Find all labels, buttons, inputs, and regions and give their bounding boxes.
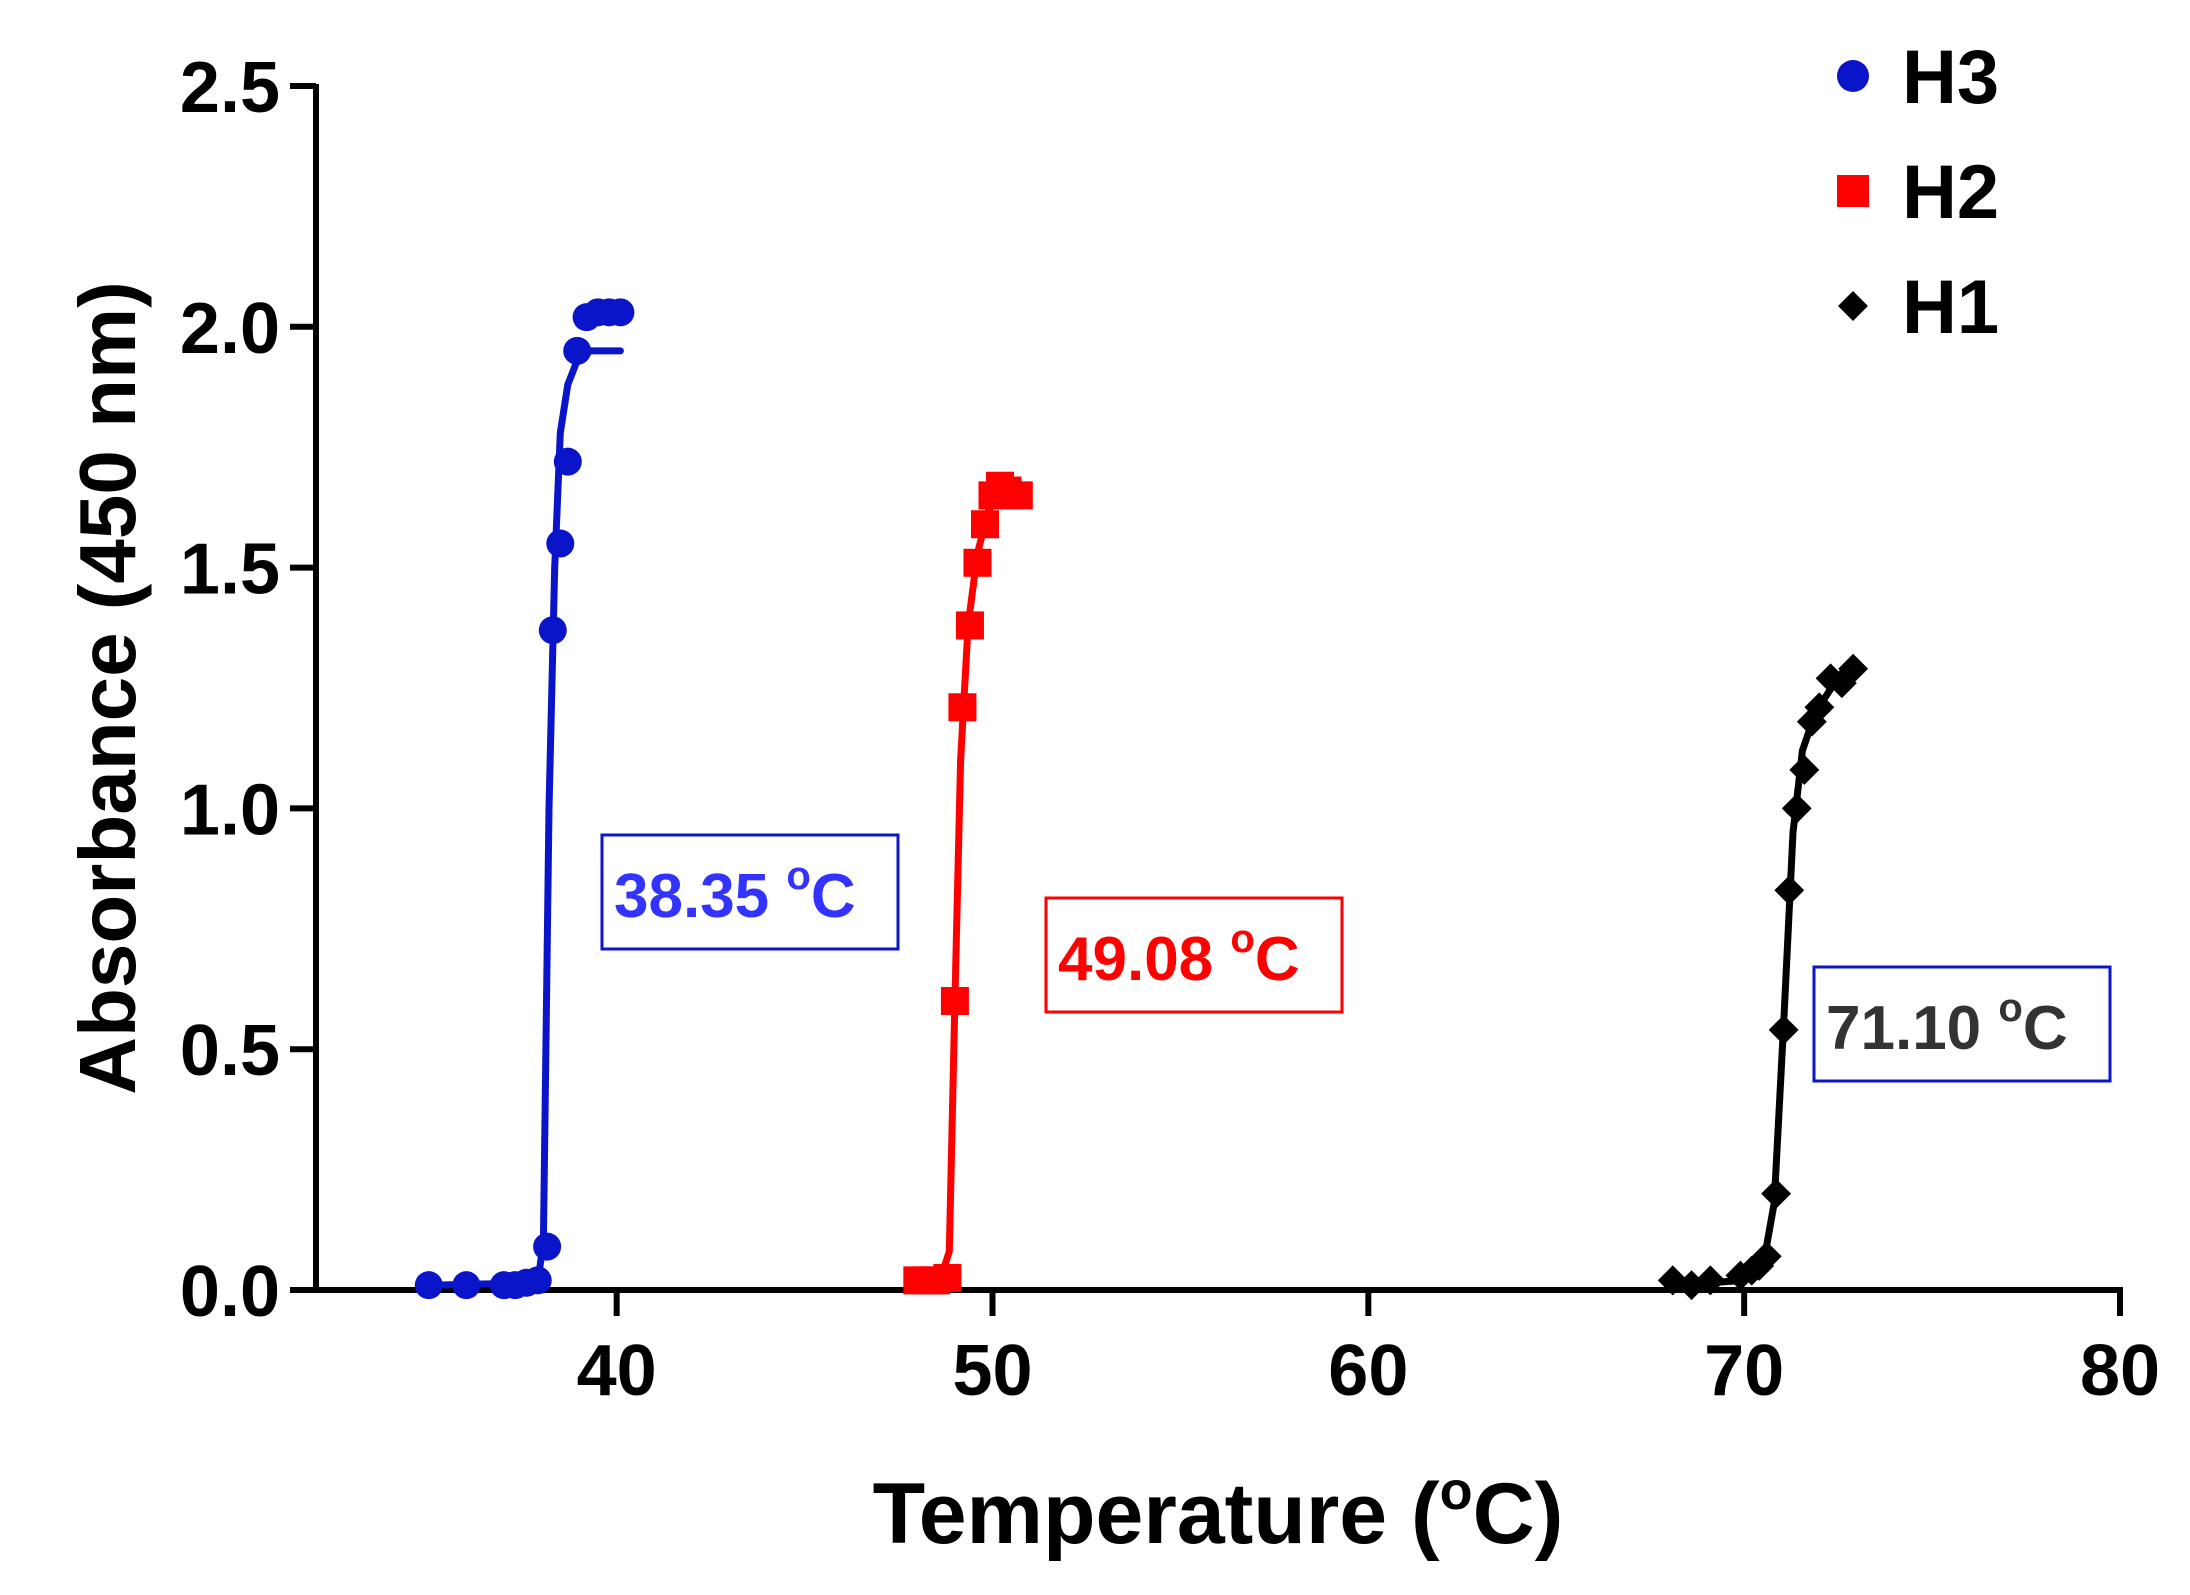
x-axis-label-unit: C) — [1473, 1466, 1564, 1562]
midpoint-label-h3: 38.35 oC — [600, 833, 900, 951]
data-point — [1744, 1250, 1775, 1281]
data-point — [1838, 653, 1869, 684]
data-point — [1789, 754, 1820, 785]
data-point — [452, 1271, 481, 1300]
x-tick-label: 80 — [2080, 1331, 2160, 1411]
y-tick-label: 0.0 — [180, 1252, 280, 1332]
x-tick-label: 70 — [1704, 1331, 1784, 1411]
series-h2 — [903, 471, 1033, 1295]
series-h3 — [414, 298, 635, 1300]
data-point — [1657, 1265, 1688, 1296]
midpoint-degree: o — [786, 854, 810, 898]
data-point — [1826, 668, 1857, 699]
legend-label: H1 — [1902, 265, 1999, 350]
y-tick-label: 1.0 — [180, 770, 280, 850]
data-point — [1751, 1241, 1782, 1272]
x-axis-label: Temperature (oC) — [873, 1461, 1564, 1562]
y-tick-label: 0.5 — [180, 1011, 280, 1091]
legend-marker — [1838, 291, 1868, 321]
data-point — [1004, 481, 1033, 510]
midpoint-label-h1: 71.10 oC — [1812, 965, 2112, 1083]
data-point — [553, 447, 582, 476]
y-tick-label: 2.5 — [180, 48, 280, 128]
data-point — [933, 1263, 962, 1292]
midpoint-value: 71.10 — [1826, 994, 1998, 1063]
legend-label: H3 — [1902, 35, 1999, 120]
legend-item-h3: H3 — [1837, 35, 1999, 120]
midpoint-value: 49.08 — [1058, 925, 1230, 994]
data-point — [1796, 706, 1827, 737]
data-point — [533, 1232, 562, 1261]
data-point — [606, 298, 635, 327]
data-point — [563, 336, 592, 365]
midpoint-value: 38.35 — [614, 862, 786, 931]
midpoint-text: 38.35 oC — [614, 854, 856, 931]
data-point — [1815, 663, 1846, 694]
data-point — [940, 987, 969, 1016]
x-tick-label: 60 — [1328, 1331, 1408, 1411]
midpoint-box — [600, 833, 900, 951]
midpoint-unit: C — [2023, 994, 2068, 1063]
fit-curves — [425, 347, 1857, 1289]
data-point — [1781, 793, 1812, 824]
midpoint-unit: C — [811, 862, 856, 931]
data-points — [414, 298, 1869, 1301]
legend-item-h1: H1 — [1838, 265, 1999, 350]
fit-curve-h3 — [425, 347, 624, 1289]
midpoint-degree: o — [1230, 917, 1254, 961]
x-tick-label: 40 — [577, 1331, 657, 1411]
legend-label: H2 — [1902, 150, 1999, 235]
data-point — [538, 616, 567, 645]
data-point — [1774, 875, 1805, 906]
data-point — [1804, 692, 1835, 723]
midpoint-text: 71.10 oC — [1826, 986, 2068, 1063]
data-point — [963, 548, 992, 577]
legend-item-h2: H2 — [1837, 150, 1999, 235]
legend: H3 H2 H1 — [1837, 35, 1999, 350]
midpoint-box — [1044, 896, 1344, 1014]
data-point — [523, 1266, 552, 1295]
x-tick-label: 50 — [952, 1331, 1032, 1411]
data-point — [1695, 1265, 1726, 1296]
data-point — [955, 611, 984, 640]
midpoint-degree: o — [1998, 986, 2022, 1030]
y-tick-label: 2.0 — [180, 289, 280, 369]
data-point — [948, 693, 977, 722]
midpoint-unit: C — [1255, 925, 1300, 994]
axes: 0.0 0.5 1.0 1.5 2.0 2.5 40 50 60 70 80 Absorbance (… — [63, 48, 2160, 1562]
data-point — [970, 510, 999, 539]
data-point — [414, 1271, 443, 1300]
data-point — [546, 529, 575, 558]
series-h1 — [1657, 653, 1869, 1301]
fit-curve-h2 — [913, 487, 1023, 1284]
x-axis-label-text: Temperature ( — [873, 1466, 1440, 1562]
y-tick-label: 1.5 — [180, 530, 280, 610]
data-point — [1761, 1178, 1792, 1209]
x-axis-label-degree: o — [1440, 1461, 1473, 1521]
legend-marker — [1837, 60, 1869, 92]
legend-marker — [1837, 175, 1869, 207]
y-axis-label: Absorbance (450 nm) — [63, 281, 152, 1095]
midpoint-label-h2: 49.08 oC — [1044, 896, 1344, 1014]
midpoint-text: 49.08 oC — [1058, 917, 1300, 994]
midpoint-box — [1812, 965, 2112, 1083]
data-point — [1768, 1014, 1799, 1045]
